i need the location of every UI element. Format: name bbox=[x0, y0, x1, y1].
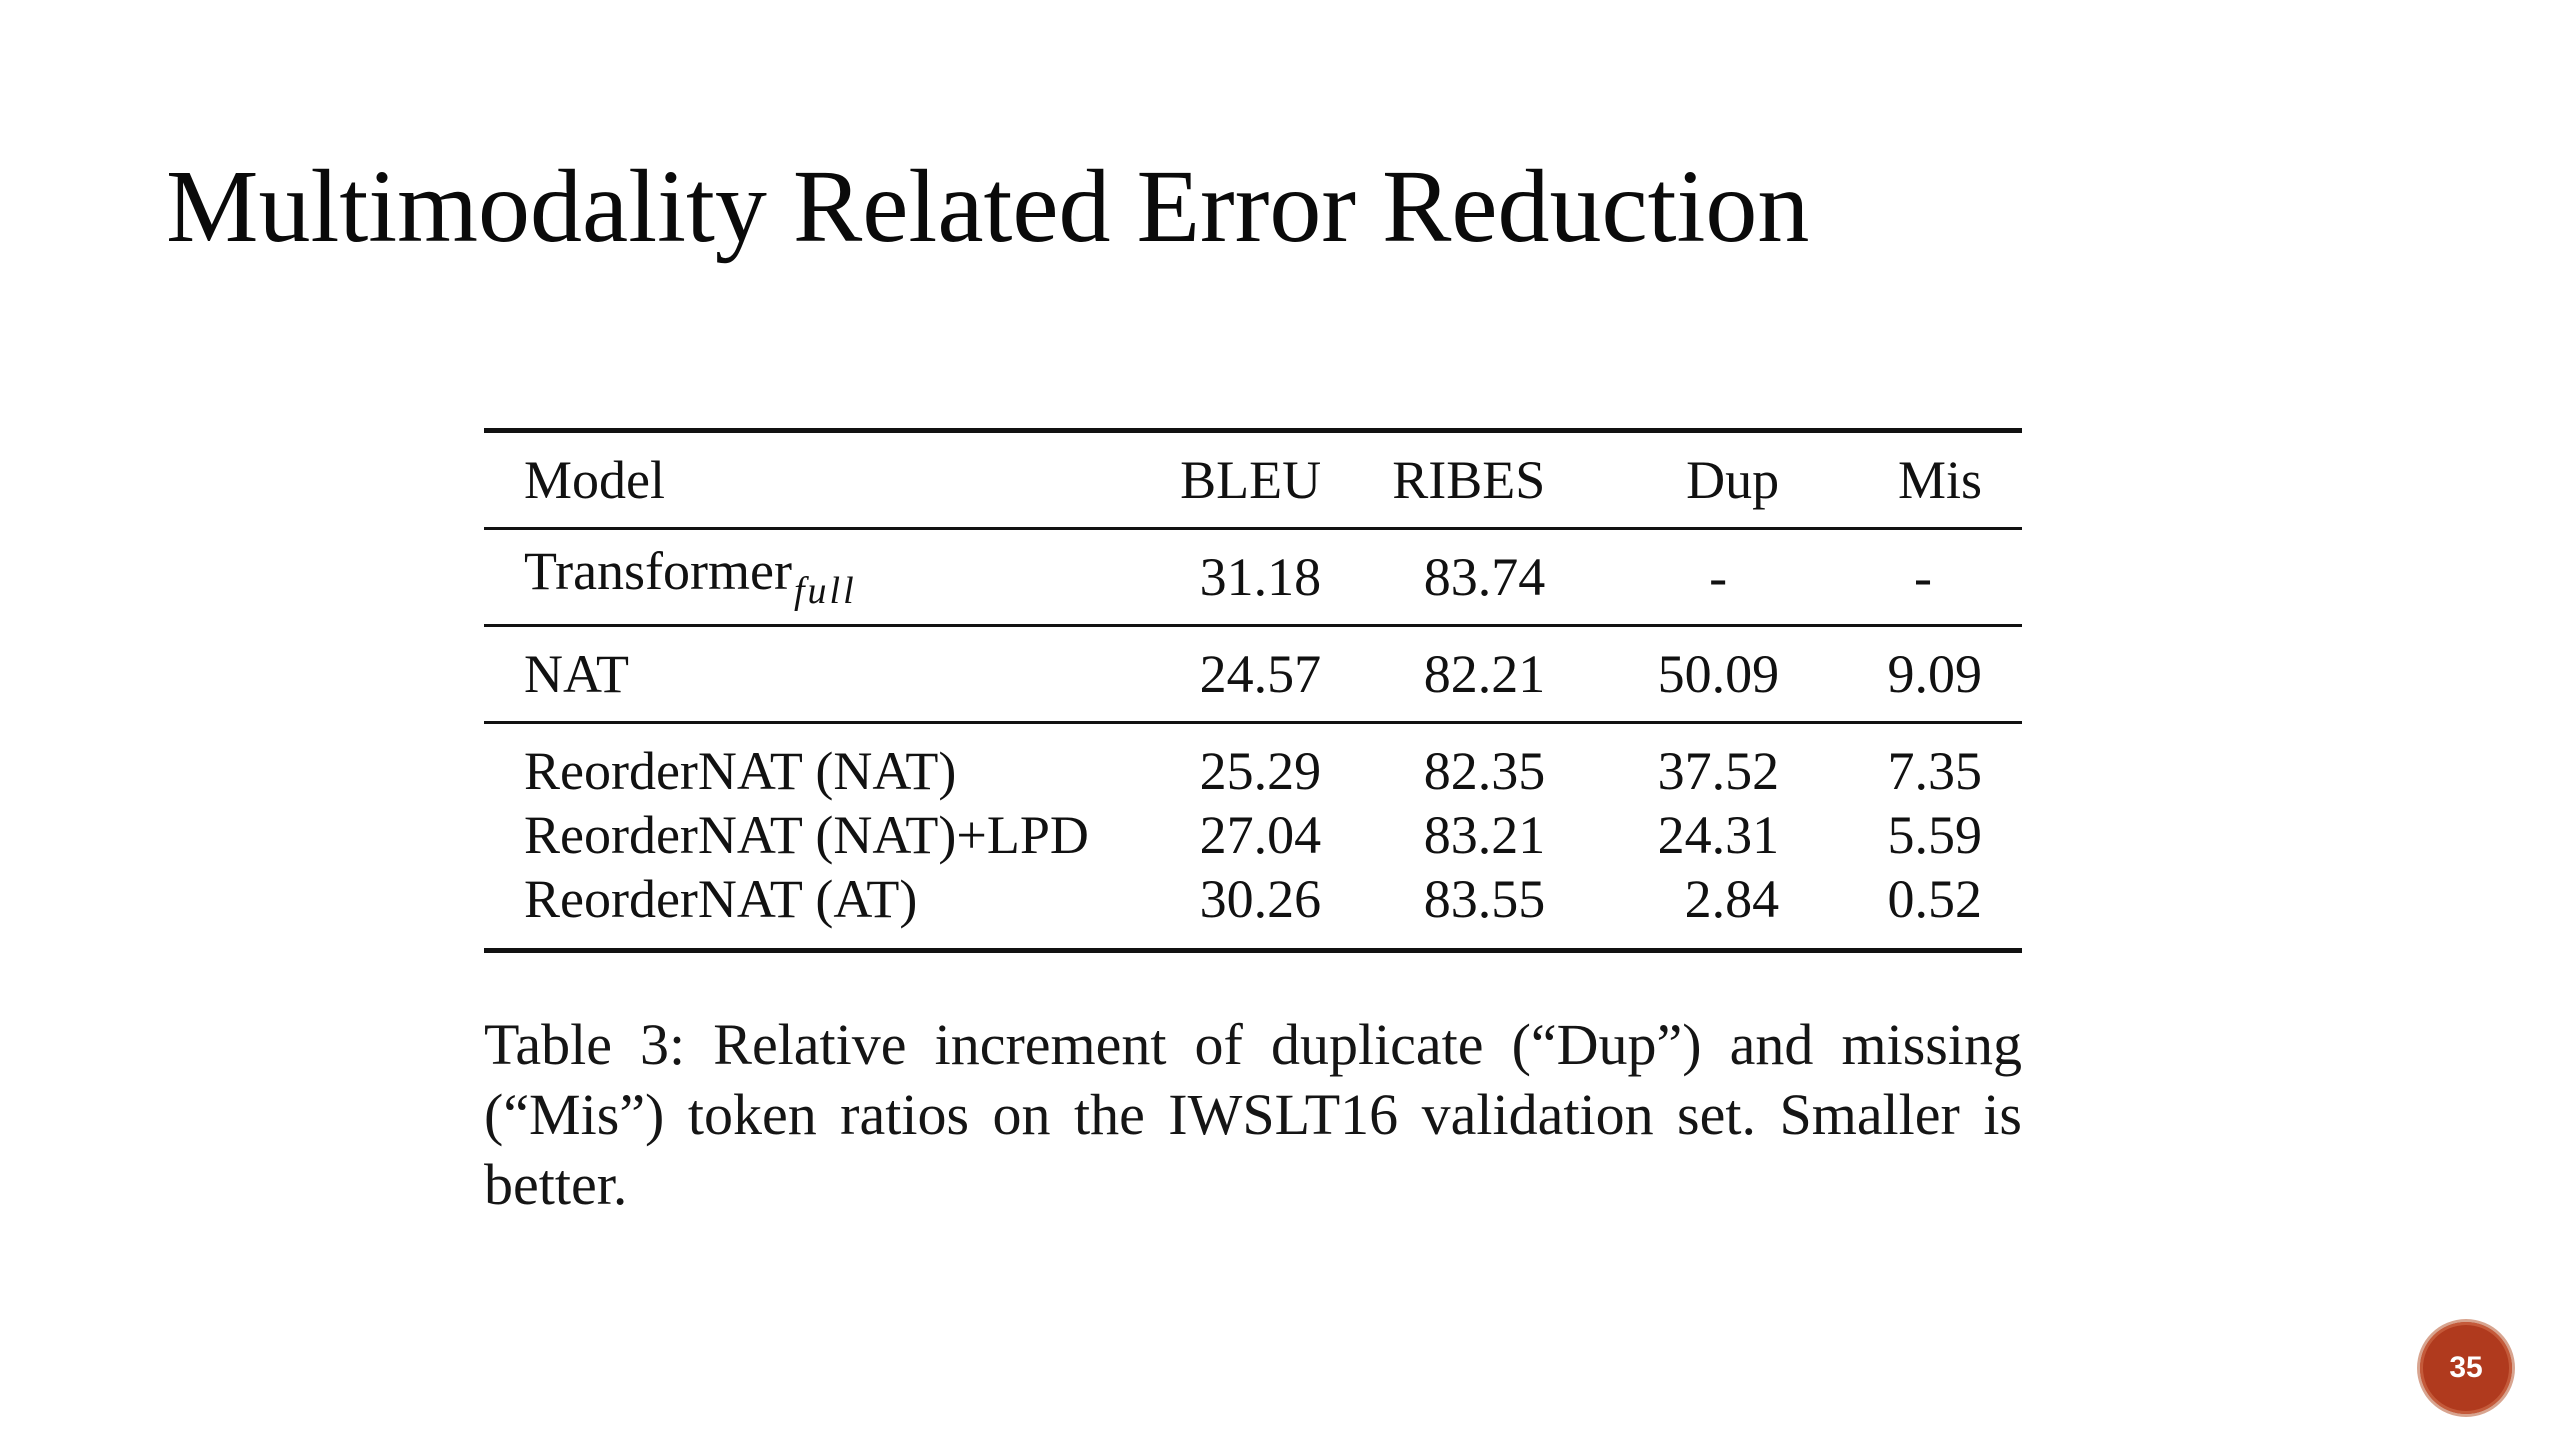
column-header-ribes: RIBES bbox=[1392, 450, 1546, 510]
dup-cell: 2.84 bbox=[1684, 868, 1780, 929]
model-cell: NAT bbox=[524, 644, 629, 704]
model-cell: ReorderNAT (NAT)+LPD bbox=[524, 805, 1089, 865]
column-header-model: Model bbox=[524, 450, 665, 510]
mis-cell: 7.35 bbox=[1887, 741, 1983, 802]
model-cell: Transformerfull bbox=[484, 529, 1133, 626]
column-header-bleu: BLEU bbox=[1180, 450, 1322, 510]
model-name: Transformer bbox=[524, 541, 792, 601]
table-caption: Table 3: Relative increment of duplicate… bbox=[484, 1012, 2022, 1217]
model-cell: ReorderNAT (AT) bbox=[524, 868, 918, 929]
ribes-cell: 82.35 bbox=[1423, 741, 1546, 802]
dup-cell: - bbox=[1709, 547, 1728, 607]
slide-title: Multimodality Related Error Reduction bbox=[166, 149, 1810, 264]
bleu-cell: 30.26 bbox=[1199, 868, 1322, 929]
bleu-cell: 31.18 bbox=[1199, 547, 1322, 607]
dup-cell: 50.09 bbox=[1657, 644, 1780, 704]
page-number: 35 bbox=[2449, 1351, 2483, 1384]
page-number-badge: 35 bbox=[2420, 1322, 2512, 1414]
mis-cell: 0.52 bbox=[1887, 868, 1983, 929]
results-table-block: Model BLEU RIBES Dup Mis Transformerfull… bbox=[484, 428, 2022, 953]
table-header-row: Model BLEU RIBES Dup Mis bbox=[484, 430, 2022, 529]
table-row: ReorderNAT (NAT) 25.29 82.35 37.52 7.35 bbox=[484, 722, 2022, 803]
column-header-dup: Dup bbox=[1686, 450, 1780, 510]
model-subscript: full bbox=[793, 570, 857, 612]
dup-cell: 37.52 bbox=[1657, 741, 1780, 802]
table-row: NAT 24.57 82.21 50.09 9.09 bbox=[484, 625, 2022, 723]
ribes-cell: 83.21 bbox=[1423, 805, 1546, 865]
dup-cell: 24.31 bbox=[1657, 805, 1780, 865]
model-cell: ReorderNAT (NAT) bbox=[524, 741, 957, 802]
mis-cell: 9.09 bbox=[1887, 644, 1983, 704]
bleu-cell: 24.57 bbox=[1199, 644, 1322, 704]
mis-cell: - bbox=[1914, 547, 1932, 607]
column-header-mis: Mis bbox=[1897, 450, 1982, 510]
mis-cell: 5.59 bbox=[1887, 805, 1983, 865]
table-row: ReorderNAT (NAT)+LPD 27.04 83.21 24.31 5… bbox=[484, 803, 2022, 868]
ribes-cell: 82.21 bbox=[1423, 644, 1546, 704]
ribes-cell: 83.74 bbox=[1423, 547, 1546, 607]
table-row: Transformerfull 31.18 83.74 - - bbox=[484, 528, 2022, 626]
results-table: Model BLEU RIBES Dup Mis Transformerfull… bbox=[484, 428, 2022, 953]
bleu-cell: 25.29 bbox=[1199, 741, 1322, 802]
ribes-cell: 83.55 bbox=[1423, 868, 1546, 929]
table-row: ReorderNAT (AT) 30.26 83.55 2.84 0.52 bbox=[484, 868, 2022, 951]
bleu-cell: 27.04 bbox=[1199, 805, 1322, 865]
